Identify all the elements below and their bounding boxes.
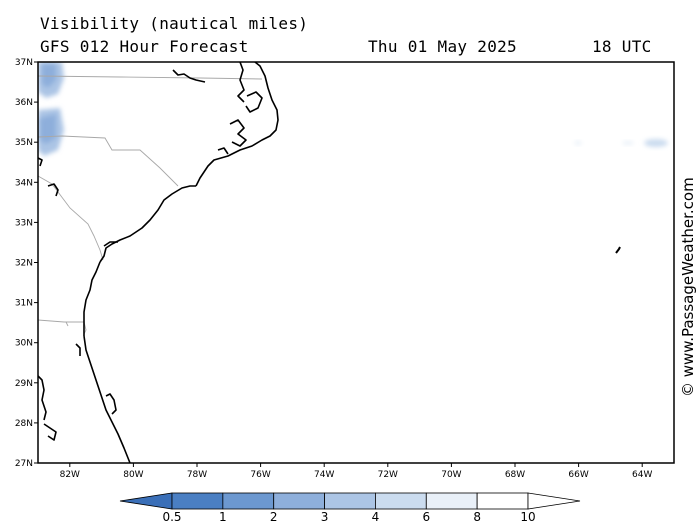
lon-tick-label: 82W [60,470,80,480]
coast-va [172,69,206,83]
coast-fl-east [83,335,131,463]
forecast-date: Thu 01 May 2025 [368,37,517,56]
border-ga-fl-spur [65,321,69,327]
colorbar-label: 2 [270,510,278,524]
low-visibility-area [622,141,634,145]
lon-tick-label: 64W [632,470,652,480]
coast-inland [38,157,43,167]
lon-tick-label: 72W [378,470,398,480]
coast-neuse [217,147,229,155]
colorbar-bin [425,492,478,510]
lon-tick-label: 70W [441,470,461,480]
latitude-ticks: 37N 36N 35N 34N 33N 32N 31N 30N 29N 28N 27N [15,58,38,469]
colorbar-label: 4 [372,510,380,524]
credit-text: © www.PassageWeather.com [679,177,697,397]
coast-charleston [103,241,118,247]
lon-tick-label: 68W [505,470,525,480]
lon-tick-label: 80W [123,470,143,480]
border-nc-sc [38,135,179,187]
low-visibility-area [574,141,582,145]
colorbar-under-arrow [119,492,173,510]
map-title: Visibility (nautical miles) [40,14,309,33]
coast-cape-canaveral [105,393,117,415]
forecast-label: GFS 012 Hour Forecast [40,37,249,56]
coast-va-bay [237,62,245,103]
colorbar-label: 10 [520,510,535,524]
colorbar-over-arrow [527,492,581,510]
lon-tick-label: 76W [250,470,270,480]
bermuda [615,246,621,254]
coast-tampa [43,423,57,441]
lat-tick-label: 27N [15,459,33,469]
colorbar-label: 8 [473,510,481,524]
lon-tick-label: 74W [314,470,334,480]
colorbar-label: 0.5 [162,510,181,524]
longitude-ticks: 82W 80W 78W 76W 74W 72W 70W 68W 66W 64W [60,463,652,480]
colorbar-label: 6 [422,510,430,524]
lat-tick-label: 35N [15,138,33,148]
lat-tick-label: 28N [15,419,33,429]
lat-tick-label: 33N [15,218,33,228]
lat-tick-label: 34N [15,178,33,188]
lon-tick-label: 78W [187,470,207,480]
coast-fl-west [38,375,47,421]
lat-tick-label: 37N [15,58,33,68]
lon-tick-label: 66W [568,470,588,480]
colorbar-bin [273,492,325,510]
low-visibility-area [644,139,668,147]
colorbar-bin [375,492,427,510]
visibility-colorbar: 0.5 1 2 3 4 6 8 10 [119,492,581,524]
coast-fl-lake [75,343,81,356]
colorbar-bin [222,492,275,510]
lat-tick-label: 32N [15,259,33,269]
coast-sc [99,185,196,263]
colorbar-label: 1 [219,510,227,524]
colorbar-bin [324,492,376,510]
colorbar-bin [476,492,529,510]
passageweather-credit: © www.PassageWeather.com [679,150,700,400]
coast-albemarle [245,91,263,113]
border-va-nc [38,75,263,80]
forecast-time: 18 UTC [592,37,652,56]
coastline [38,62,621,463]
coast-ga [83,261,101,336]
colorbar-label: 3 [321,510,329,524]
map-background [38,62,674,463]
lat-tick-label: 30N [15,339,33,349]
coast-pamlico [229,119,247,147]
lat-tick-label: 31N [15,299,33,309]
lat-tick-label: 36N [15,98,33,108]
coast-inland-2 [47,183,59,197]
lat-tick-label: 29N [15,379,33,389]
coast-outer-banks [195,62,279,187]
colorbar-bin [171,492,224,510]
